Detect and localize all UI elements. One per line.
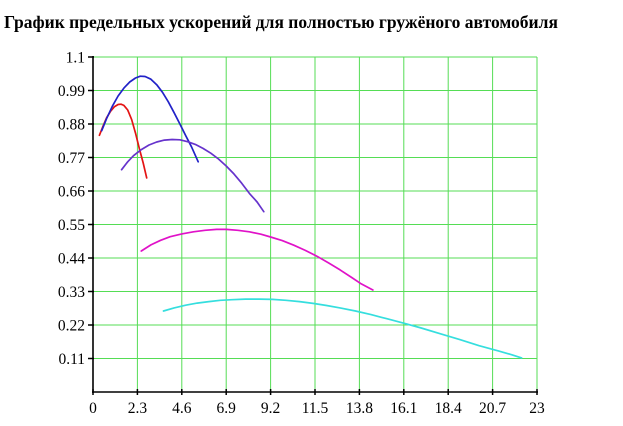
y-tick-label: 0.66	[58, 184, 85, 201]
x-tick-label: 23	[529, 400, 545, 417]
curve-cyan	[162, 298, 523, 359]
y-tick-label: 1.1	[66, 50, 85, 67]
x-tick-label: 9.2	[261, 400, 280, 417]
y-tick-label: 0.33	[58, 284, 85, 301]
x-tick-label: 16.1	[390, 400, 417, 417]
y-tick-label: 0.55	[58, 217, 85, 234]
y-tick-label: 0.88	[58, 117, 85, 134]
curve-magenta	[140, 228, 374, 291]
y-tick-label: 0.99	[58, 83, 85, 100]
x-tick-label: 6.9	[217, 400, 237, 417]
x-tick-label: 13.8	[346, 400, 373, 417]
x-tick-label: 20.7	[479, 400, 506, 417]
x-tick-label: 11.5	[302, 400, 329, 417]
curve-violet	[120, 138, 265, 213]
y-tick-label: 0.44	[58, 251, 85, 268]
x-tick-label: 0	[89, 400, 97, 417]
y-tick-label: 0.22	[58, 318, 85, 335]
y-tick-label: 0.77	[58, 150, 85, 167]
curve-blue	[100, 75, 200, 163]
x-tick-label: 2.3	[128, 400, 148, 417]
chart-title: График предельных ускорений для полность…	[4, 12, 558, 32]
x-tick-label: 18.4	[435, 400, 462, 417]
y-tick-label: 0.11	[58, 351, 85, 368]
x-tick-label: 4.6	[172, 400, 192, 417]
